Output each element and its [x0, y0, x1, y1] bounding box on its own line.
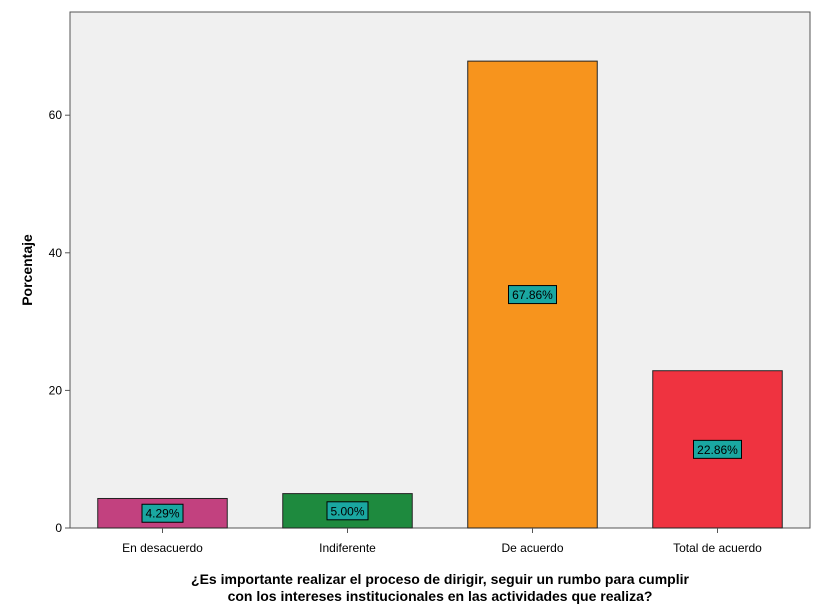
y-tick-label: 60: [49, 108, 63, 122]
x-axis-title-line-1: ¿Es importante realizar el proceso de di…: [191, 571, 689, 587]
data-label-box: [326, 501, 369, 521]
y-axis: 0 20 40 60: [49, 108, 70, 535]
data-label: 4.29%: [145, 507, 179, 521]
y-tick-label: 40: [49, 246, 63, 260]
x-axis: En desacuerdo Indiferente De acuerdo Total …: [122, 528, 762, 555]
x-tick-label: De acuerdo: [501, 541, 563, 555]
bars-layer: 4.29% 5.00% 67.86% 22.86%: [97, 60, 783, 529]
data-label-box: [508, 285, 557, 305]
data-label: 22.86%: [697, 443, 738, 457]
x-tick-label: En desacuerdo: [122, 541, 203, 555]
data-label-box: [693, 439, 742, 459]
data-label: 5.00%: [330, 504, 364, 518]
x-tick-label: Indiferente: [319, 541, 376, 555]
x-tick-label: Total de acuerdo: [673, 541, 762, 555]
y-axis-title: Porcentaje: [19, 234, 35, 306]
y-tick-label: 0: [55, 521, 62, 535]
data-label-box: [141, 503, 184, 523]
data-label: 67.86%: [512, 288, 553, 302]
y-tick-label: 20: [49, 383, 63, 397]
x-axis-title-line-2: con los intereses institucionales en las…: [228, 588, 653, 604]
